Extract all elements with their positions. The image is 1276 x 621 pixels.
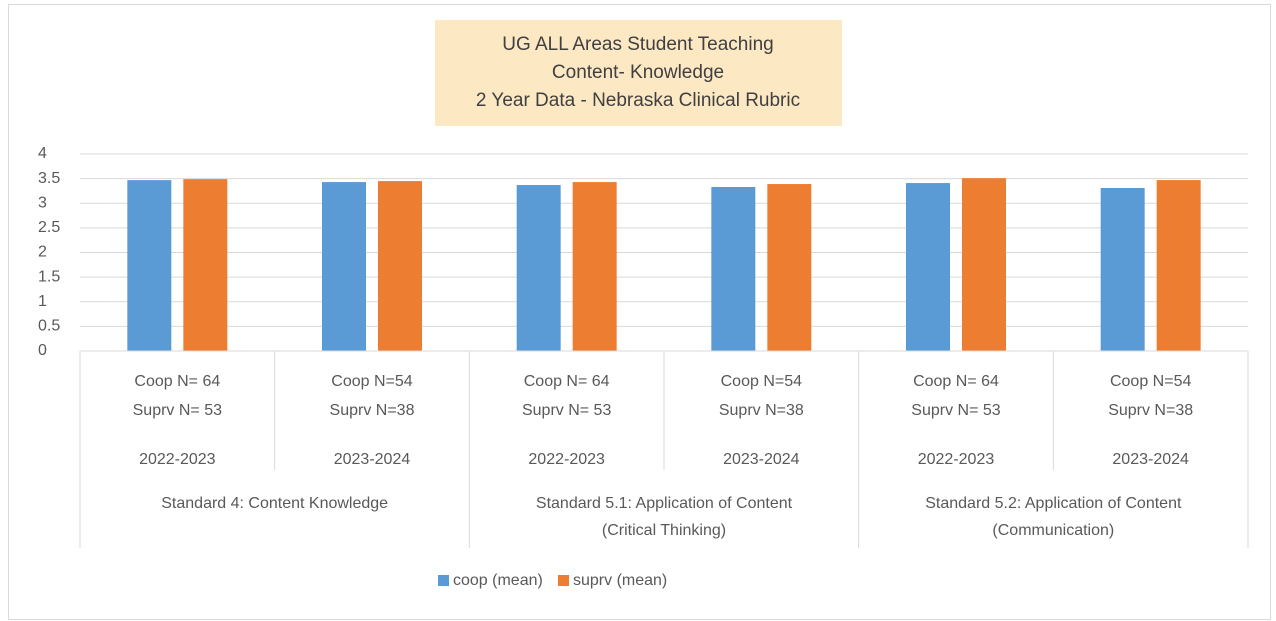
x-tick-label: Suprv N=38 — [1108, 402, 1193, 419]
bar — [962, 178, 1006, 351]
x-tick-label: Suprv N= 53 — [522, 402, 611, 419]
legend-swatch — [438, 575, 449, 586]
x-tick-label: Coop N= 64 — [134, 373, 220, 390]
x-tick-label: Suprv N=38 — [719, 402, 804, 419]
x-tick-year: 2022-2023 — [528, 451, 605, 468]
x-tick-label: Coop N=54 — [721, 373, 802, 390]
y-tick-label: 2 — [38, 244, 47, 261]
group-label: Standard 5.1: Application of Content — [536, 495, 793, 512]
x-tick-label: Suprv N=38 — [330, 402, 415, 419]
x-tick-year: 2023-2024 — [1112, 451, 1189, 468]
y-tick-label: 1 — [38, 293, 47, 310]
legend-label: coop (mean) — [453, 572, 543, 589]
x-tick-year: 2022-2023 — [918, 451, 995, 468]
x-tick-year: 2023-2024 — [334, 451, 411, 468]
y-tick-label: 0.5 — [38, 318, 60, 335]
y-tick-label: 3.5 — [38, 170, 60, 187]
x-tick-label: Coop N= 64 — [524, 373, 610, 390]
y-tick-label: 0 — [38, 342, 47, 359]
x-tick-label: Suprv N= 53 — [911, 402, 1000, 419]
bar — [378, 181, 422, 351]
chart-title: UG ALL Areas Student Teaching — [502, 34, 773, 55]
y-tick-label: 2.5 — [38, 219, 60, 236]
bar — [572, 182, 617, 351]
x-tick-label: Coop N=54 — [1110, 373, 1191, 390]
legend-swatch — [558, 575, 569, 586]
chart-title: 2 Year Data - Nebraska Clinical Rubric — [476, 90, 800, 111]
x-tick-year: 2023-2024 — [723, 451, 800, 468]
y-tick-label: 4 — [38, 145, 47, 162]
x-tick-year: 2022-2023 — [139, 451, 216, 468]
y-tick-label: 1.5 — [38, 268, 60, 285]
group-label: (Critical Thinking) — [602, 522, 726, 539]
bar — [183, 179, 228, 351]
bar — [767, 184, 812, 351]
title-box — [435, 20, 842, 126]
chart-title: Content- Knowledge — [552, 62, 724, 83]
y-tick-label: 3 — [38, 194, 47, 211]
x-tick-label: Suprv N= 53 — [133, 402, 222, 419]
group-label: Standard 5.2: Application of Content — [925, 495, 1182, 512]
bar — [127, 180, 172, 351]
bar — [516, 185, 561, 351]
bar — [1156, 180, 1201, 351]
x-tick-label: Coop N=54 — [331, 373, 412, 390]
group-label: Standard 4: Content Knowledge — [161, 495, 388, 512]
group-label: (Communication) — [992, 522, 1114, 539]
bar — [906, 183, 950, 351]
bar — [1100, 187, 1145, 351]
bar — [322, 182, 366, 351]
bar — [711, 186, 756, 351]
x-tick-label: Coop N= 64 — [913, 373, 999, 390]
legend-label: suprv (mean) — [573, 572, 667, 589]
